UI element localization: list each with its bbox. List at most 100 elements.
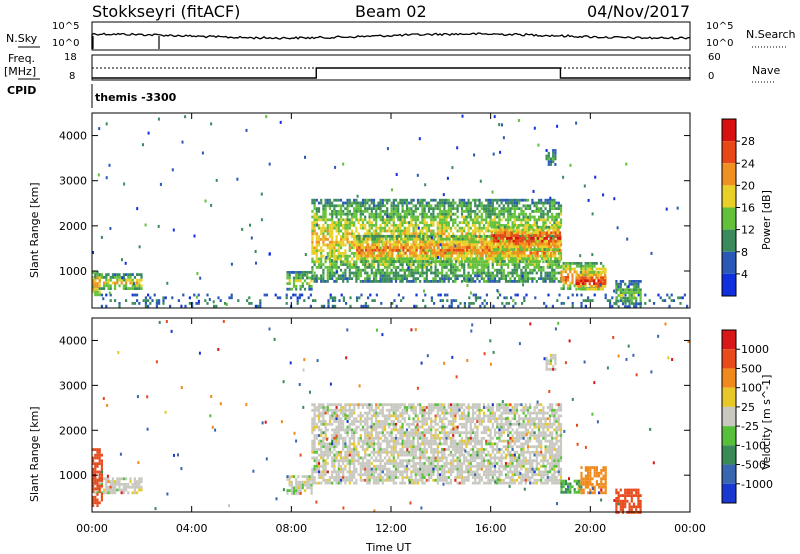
- data-cell: [96, 481, 99, 485]
- data-cell: [386, 201, 389, 205]
- data-cell: [474, 218, 477, 222]
- data-cell: [98, 483, 101, 486]
- data-cell: [296, 299, 299, 302]
- data-cell: [136, 278, 139, 282]
- data-cell: [350, 462, 354, 465]
- data-cell: [337, 277, 340, 280]
- data-cell: [496, 296, 499, 300]
- data-cell: [390, 257, 393, 261]
- data-cell: [311, 476, 314, 479]
- data-cell: [371, 240, 374, 244]
- data-cell: [465, 204, 468, 208]
- scatter-cell: [180, 304, 183, 308]
- nsky-top-tick: 10^5: [52, 21, 80, 32]
- data-cell: [397, 238, 400, 241]
- data-cell: [350, 221, 354, 224]
- data-cell: [405, 207, 409, 210]
- data-cell: [413, 304, 416, 308]
- data-cell: [350, 470, 354, 474]
- data-cell: [580, 293, 583, 297]
- data-cell: [586, 270, 589, 274]
- data-cell: [399, 263, 402, 266]
- data-cell: [514, 257, 517, 261]
- data-cell: [415, 293, 418, 297]
- data-cell: [317, 215, 321, 219]
- data-cell: [546, 257, 549, 261]
- data-cell: [590, 285, 593, 288]
- data-cell: [122, 488, 125, 492]
- data-cell: [344, 226, 347, 230]
- scatter-cell: [430, 236, 433, 240]
- data-cell: [103, 287, 106, 290]
- data-cell: [543, 248, 546, 251]
- data-cell: [259, 304, 262, 308]
- scatter-cell: [602, 193, 605, 197]
- data-cell: [109, 276, 112, 279]
- data-cell: [353, 439, 356, 443]
- data-cell: [470, 237, 473, 241]
- data-cell: [346, 235, 349, 238]
- data-cell: [377, 271, 380, 275]
- data-cell: [96, 453, 99, 457]
- data-cell: [346, 266, 349, 269]
- data-cell: [515, 232, 519, 236]
- data-cell: [518, 215, 521, 219]
- data-cell: [558, 257, 561, 261]
- data-cell: [553, 238, 556, 241]
- data-cell: [337, 408, 340, 412]
- data-cell: [507, 252, 510, 255]
- data-cell: [441, 240, 445, 244]
- data-cell: [364, 271, 367, 275]
- data-cell: [320, 431, 323, 435]
- data-cell: [322, 467, 325, 471]
- data-cell: [595, 262, 598, 265]
- data-cell: [522, 215, 525, 219]
- data-cell: [337, 274, 340, 278]
- data-cell: [501, 242, 504, 246]
- data-cell: [402, 251, 405, 255]
- data-cell: [324, 215, 327, 219]
- data-cell: [369, 254, 372, 258]
- data-cell: [416, 268, 420, 272]
- data-cell: [533, 277, 536, 280]
- scatter-cell: [466, 284, 469, 287]
- data-cell: [315, 280, 318, 283]
- data-cell: [370, 198, 373, 202]
- data-cell: [414, 226, 417, 230]
- data-cell: [350, 232, 354, 236]
- data-cell: [480, 235, 483, 238]
- data-cell: [426, 257, 429, 261]
- data-cell: [504, 198, 508, 202]
- data-cell: [372, 224, 376, 227]
- data-cell: [514, 228, 518, 232]
- data-cell: [317, 403, 321, 407]
- data-cell: [500, 266, 503, 269]
- data-cell: [386, 210, 389, 213]
- data-cell: [579, 287, 582, 291]
- data-cell: [317, 226, 321, 230]
- data-cell: [427, 215, 431, 219]
- data-cell: [311, 420, 314, 423]
- data-cell: [537, 215, 541, 219]
- data-cell: [512, 239, 515, 243]
- data-cell: [465, 280, 468, 283]
- data-cell: [452, 266, 455, 269]
- data-cell: [416, 266, 420, 269]
- data-cell: [372, 232, 376, 236]
- data-cell: [311, 243, 314, 247]
- data-cell: [313, 207, 316, 210]
- data-cell: [94, 271, 97, 274]
- data-cell: [364, 263, 367, 266]
- data-cell: [425, 204, 428, 208]
- data-cell: [312, 299, 315, 302]
- data-cell: [353, 238, 356, 241]
- data-cell: [517, 237, 520, 240]
- data-cell: [582, 267, 585, 271]
- data-cell: [458, 204, 461, 208]
- data-cell: [444, 293, 447, 297]
- data-cell: [127, 273, 130, 276]
- data-cell: [331, 422, 334, 426]
- data-cell: [317, 260, 321, 264]
- data-cell: [379, 204, 382, 208]
- data-cell: [416, 246, 420, 250]
